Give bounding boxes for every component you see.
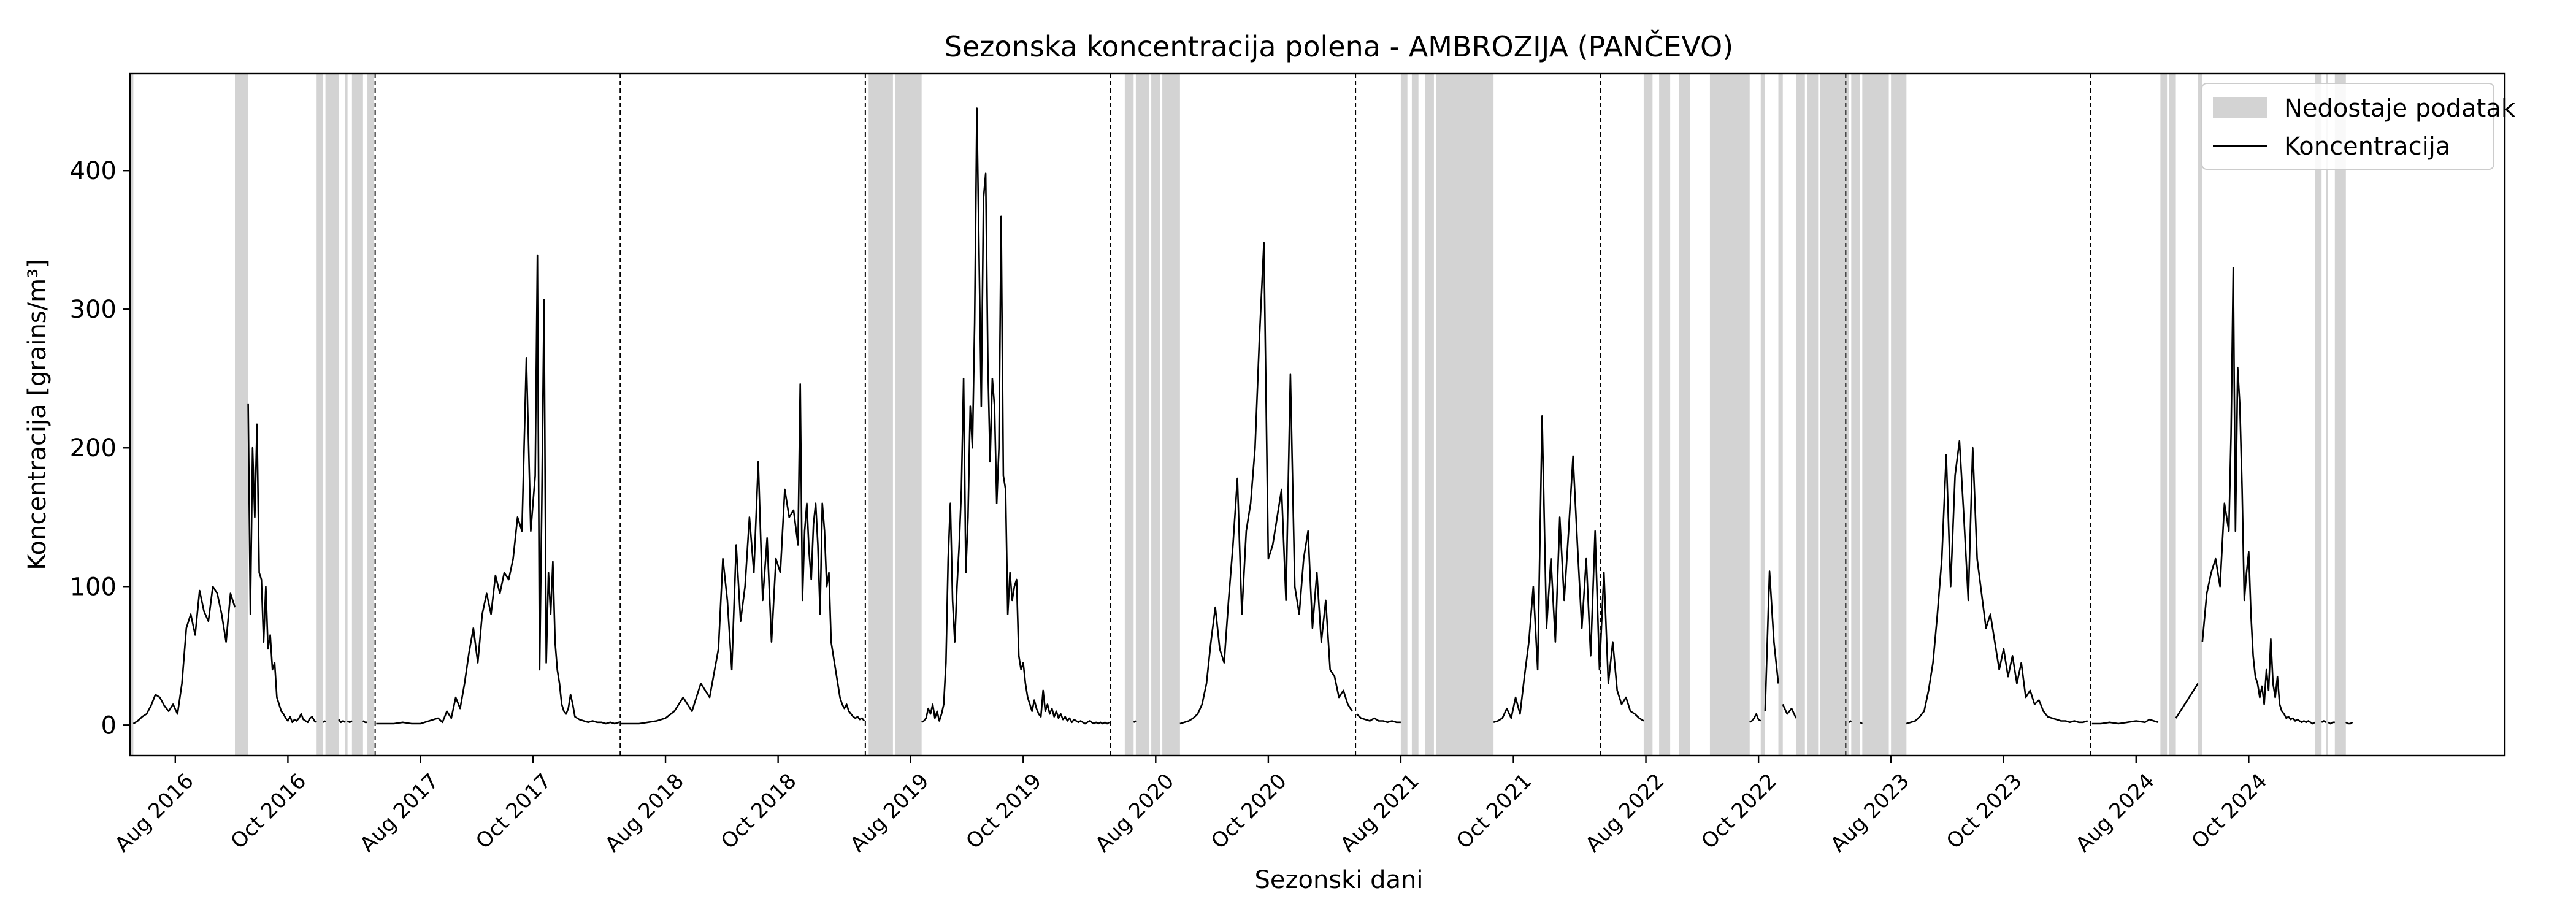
concentration-line-segment	[347, 720, 353, 724]
legend-box	[2201, 83, 2494, 170]
missing-data-span	[2334, 74, 2346, 756]
x-axis: Aug 2016 Oct 2016 Aug 2017 Oct 2017 Aug 2018…	[110, 756, 2272, 857]
x-tick-label: Aug 2021	[1336, 769, 1424, 857]
y-tick-label: 300	[70, 296, 117, 324]
missing-data-span	[345, 74, 348, 756]
missing-data-span	[2169, 74, 2176, 756]
missing-data-span	[1851, 74, 1860, 756]
missing-data-span	[2315, 74, 2322, 756]
missing-data-span	[1162, 74, 1180, 756]
concentration-line-segment	[1764, 570, 1779, 711]
concentration-line-segment	[2201, 267, 2316, 725]
missing-data-span	[1862, 74, 1889, 756]
x-tick-label: Aug 2023	[1826, 769, 1914, 857]
x-tick-label: Oct 2023	[1942, 769, 2027, 854]
missing-data-span	[1135, 74, 1149, 756]
x-tick-label: Aug 2022	[1581, 769, 1669, 857]
x-tick-label: Oct 2020	[1206, 769, 1292, 854]
missing-data-span	[1679, 74, 1690, 756]
concentration-line-segment	[376, 254, 619, 725]
concentration-line-segment	[1782, 703, 1797, 719]
x-tick-label: Oct 2022	[1696, 769, 1782, 854]
missing-data-span	[868, 74, 893, 756]
legend-label-missing: Nedostaje podatak	[2284, 94, 2516, 123]
missing-data-span	[351, 74, 363, 756]
missing-data-span	[1659, 74, 1671, 756]
missing-data-span	[895, 74, 922, 756]
concentration-line-segment	[921, 107, 1110, 725]
x-axis-label: Sezonski dani	[1254, 866, 1423, 894]
missing-data-span	[367, 74, 374, 756]
concentration-line-segment	[1906, 440, 2088, 725]
concentration-line-segment	[2345, 721, 2353, 725]
concentration-line-segment	[2091, 718, 2159, 725]
x-tick-label: Aug 2019	[846, 769, 934, 857]
concentration-line-segment	[1749, 713, 1761, 723]
missing-data-span	[1820, 74, 1849, 756]
concentration-line-segment	[2321, 720, 2327, 723]
plot-frame	[129, 72, 2506, 757]
x-tick-label: Oct 2017	[471, 769, 556, 854]
missing-data-span	[2198, 74, 2202, 756]
y-axis: 0 100 200 300 400	[70, 157, 130, 740]
y-tick-label: 200	[70, 434, 117, 462]
missing-data-span	[2326, 74, 2328, 756]
x-tick-label: Aug 2024	[2071, 769, 2160, 857]
x-tick-label: Oct 2024	[2187, 769, 2272, 854]
concentration-line-segment	[1179, 242, 1353, 725]
legend: Nedostaje podatak Koncentracija	[2201, 83, 2516, 170]
missing-data-span	[1891, 74, 1907, 756]
x-tick-label: Aug 2017	[355, 769, 443, 857]
legend-missing-swatch	[2213, 97, 2267, 118]
legend-label-concentration: Koncentracija	[2284, 132, 2450, 161]
missing-data-span	[1124, 74, 1134, 756]
missing-data-span	[1778, 74, 1783, 756]
concentration-line-segment	[338, 719, 346, 724]
concentration-series-layer	[132, 107, 2353, 725]
x-tick-label: Aug 2016	[110, 769, 199, 857]
missing-data-span	[2160, 74, 2168, 756]
missing-data-span	[1796, 74, 1805, 756]
missing-data-span	[130, 74, 134, 756]
y-tick-label: 100	[70, 573, 117, 601]
missing-data-span	[1151, 74, 1160, 756]
x-tick-label: Aug 2018	[600, 769, 689, 857]
concentration-line-segment	[1849, 720, 1852, 723]
concentration-line-segment	[2175, 683, 2199, 719]
missing-data-span	[1425, 74, 1434, 756]
y-tick-label: 400	[70, 157, 117, 185]
missing-data-span	[235, 74, 248, 756]
y-tick-label: 0	[101, 711, 117, 740]
concentration-line-segment	[1356, 713, 1401, 724]
concentration-line-segment	[621, 383, 865, 725]
x-tick-label: Oct 2016	[226, 769, 312, 854]
missing-data-span	[316, 74, 324, 756]
concentration-line-segment	[1860, 721, 1863, 725]
missing-data-span	[325, 74, 339, 756]
concentration-line-segment	[1133, 720, 1137, 723]
concentration-line-segment	[323, 720, 326, 723]
missing-data-span	[1400, 74, 1408, 756]
x-tick-label: Oct 2018	[716, 769, 802, 854]
missing-data-layer	[130, 74, 2346, 756]
x-tick-label: Aug 2020	[1091, 769, 1179, 857]
x-tick-label: Oct 2021	[1452, 769, 1537, 854]
x-tick-label: Oct 2019	[961, 769, 1046, 854]
concentration-line-segment	[362, 720, 367, 724]
missing-data-span	[1411, 74, 1419, 756]
concentration-line-segment	[132, 585, 236, 725]
missing-data-span	[1643, 74, 1653, 756]
missing-data-span	[1807, 74, 1819, 756]
concentration-line-segment	[247, 403, 317, 724]
missing-data-span	[1436, 74, 1494, 756]
y-axis-label: Koncentracija [grains/m³]	[23, 259, 52, 570]
concentration-line-segment	[1493, 415, 1644, 724]
chart-title: Sezonska koncentracija polena - AMBROZIJ…	[945, 29, 1733, 63]
concentration-line-segment	[2328, 721, 2335, 725]
missing-data-span	[1760, 74, 1765, 756]
missing-data-span	[1709, 74, 1750, 756]
